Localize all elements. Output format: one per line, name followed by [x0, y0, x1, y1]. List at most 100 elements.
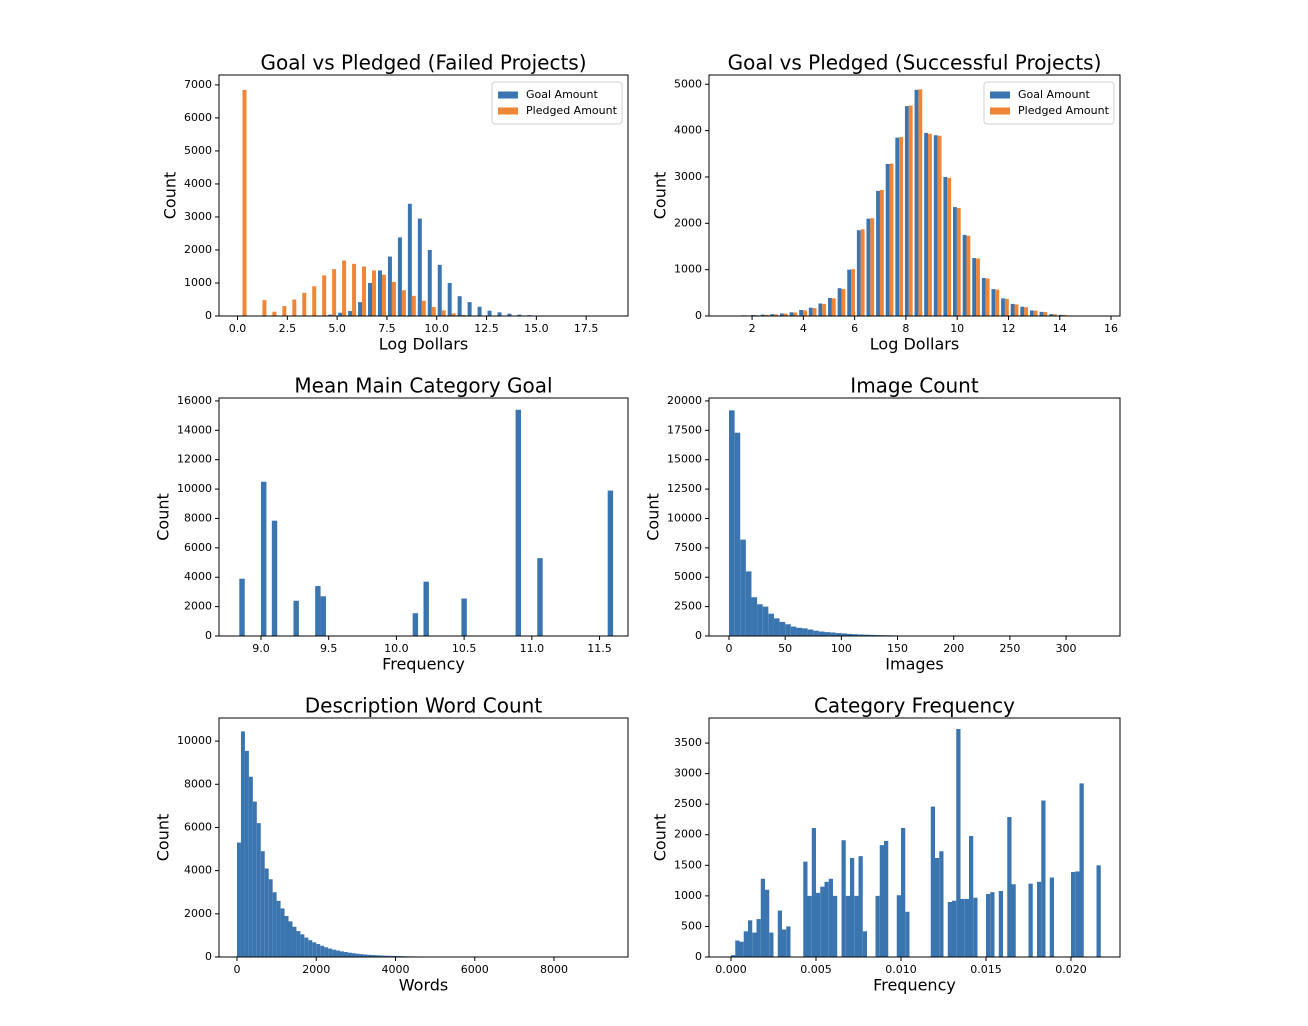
y-tick-label: 14000 — [177, 423, 212, 436]
y-tick-label: 1000 — [184, 276, 212, 289]
bar — [467, 302, 472, 316]
bar — [841, 840, 846, 957]
bar — [785, 624, 791, 636]
bar — [786, 926, 791, 957]
bar — [816, 892, 821, 957]
bar — [517, 314, 522, 316]
bar — [939, 851, 944, 957]
bar — [885, 163, 890, 316]
bar — [862, 931, 868, 957]
bar — [1001, 298, 1005, 316]
bar — [914, 89, 919, 316]
bar — [537, 558, 543, 636]
legend-box — [983, 81, 1115, 125]
bar — [427, 249, 432, 316]
y-tick-label: 20000 — [667, 394, 702, 407]
bar — [943, 176, 948, 316]
bar — [828, 878, 834, 957]
bar — [793, 312, 798, 316]
x-tick-label: 300 — [1056, 642, 1077, 655]
axes-frame — [708, 74, 1121, 317]
bar — [363, 954, 368, 957]
x-tick-label: 0.020 — [1055, 963, 1087, 976]
bar — [300, 934, 305, 957]
bar — [497, 312, 502, 316]
bar — [260, 481, 267, 636]
y-tick-label: 1000 — [674, 889, 702, 902]
bar — [371, 955, 376, 957]
bar — [760, 878, 765, 957]
x-tick-label: 11.5 — [587, 642, 612, 655]
y-tick-label: 2000 — [184, 243, 212, 256]
bar — [745, 571, 752, 636]
bar — [847, 269, 852, 316]
bar — [751, 597, 758, 636]
bar — [252, 801, 257, 957]
x-tick-label: 9.0 — [252, 642, 270, 655]
bar — [820, 886, 825, 957]
legend-label: Goal Amount — [526, 88, 598, 101]
bar — [352, 263, 357, 316]
bar — [953, 207, 957, 316]
bar — [1004, 298, 1009, 316]
bar — [340, 951, 344, 957]
bar — [362, 266, 367, 316]
bar — [268, 879, 273, 957]
bar — [441, 310, 446, 316]
bar — [288, 921, 293, 957]
bar — [239, 578, 245, 636]
y-tick-label: 3000 — [184, 210, 212, 223]
bar — [818, 631, 825, 636]
bar — [740, 539, 746, 636]
bar — [774, 314, 779, 316]
bar — [1007, 817, 1012, 957]
bar — [411, 295, 416, 316]
bar — [833, 895, 838, 957]
x-tick-label: 4 — [800, 322, 807, 335]
bar — [908, 105, 913, 316]
bar — [762, 606, 769, 636]
y-tick-label: 4000 — [184, 864, 212, 877]
y-tick-label: 3500 — [674, 736, 702, 749]
bar — [803, 861, 808, 957]
bar — [342, 260, 347, 316]
bar — [383, 955, 388, 957]
bar — [764, 314, 769, 316]
bar — [316, 944, 321, 957]
y-tick-label: 8000 — [184, 777, 212, 790]
bar — [377, 270, 382, 316]
bar — [1014, 304, 1019, 316]
bar — [918, 89, 923, 316]
bar — [835, 633, 842, 636]
bar — [960, 898, 965, 957]
bar — [779, 313, 784, 316]
bar — [1096, 865, 1101, 957]
legend-swatch — [990, 91, 1010, 99]
bar — [947, 177, 952, 316]
bar — [858, 634, 864, 636]
bar — [783, 313, 788, 316]
y-tick-label: 0 — [205, 309, 212, 322]
y-tick-label: 0 — [205, 629, 212, 642]
bar — [292, 299, 297, 316]
bar — [884, 840, 889, 957]
bar — [256, 823, 261, 957]
x-tick-label: 15.0 — [524, 322, 549, 335]
bar — [863, 634, 870, 636]
chart-title: Image Count — [850, 374, 979, 398]
y-tick-label: 12500 — [667, 482, 702, 495]
bar — [831, 298, 836, 316]
bar — [856, 230, 861, 316]
bar — [260, 851, 265, 957]
bar — [457, 296, 462, 316]
bar — [756, 919, 761, 957]
bar — [244, 750, 249, 957]
bar — [802, 628, 808, 636]
bar — [292, 926, 297, 957]
x-tick-label: 17.5 — [574, 322, 599, 335]
bar — [757, 604, 763, 636]
x-tick-label: 100 — [831, 642, 852, 655]
bar — [322, 275, 327, 316]
chart-title: Category Frequency — [814, 694, 1015, 718]
